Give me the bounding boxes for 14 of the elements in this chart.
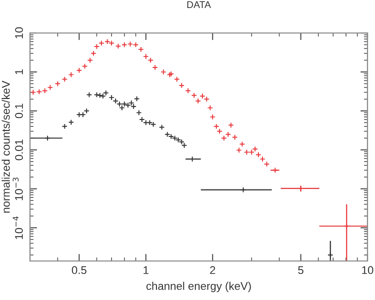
y-tick-label: 0.01 <box>15 140 23 160</box>
y-tick-label: 1 <box>15 69 23 74</box>
x-tick-label: 0.5 <box>72 266 86 274</box>
y-tick-label: 10 <box>15 27 23 38</box>
y-tick-label: 10$^{−3}$ <box>12 178 23 200</box>
x-tick-label: 10 <box>362 266 374 274</box>
y-tick-label: 0.1 <box>15 104 23 118</box>
y-tick-label: 10$^{−4}$ <box>12 216 23 240</box>
chart-title: DATA <box>187 1 211 8</box>
x-tick-label: 2 <box>210 266 216 274</box>
y-axis-title: normalized counts/sec/keV <box>2 80 10 213</box>
x-tick-label: 1 <box>144 266 148 274</box>
x-tick-label: 5 <box>298 266 304 274</box>
x-axis-title: channel energy (keV) <box>146 282 251 292</box>
